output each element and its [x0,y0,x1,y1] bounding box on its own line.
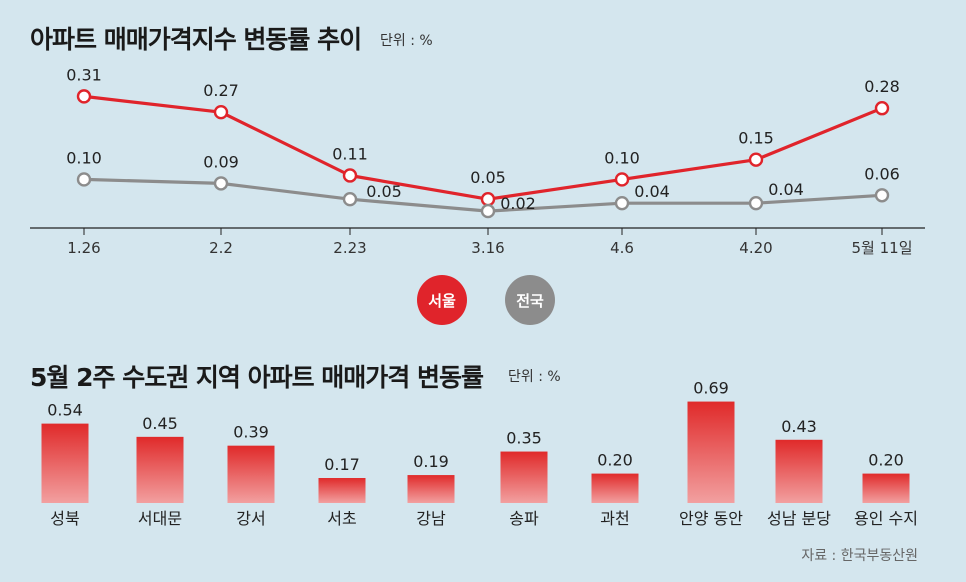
legend-seoul-marker [417,275,467,325]
bar-category-label: 서초 [327,509,356,528]
bar-chart-unit: 단위 : % [508,369,561,385]
seoul-data-label: 0.31 [66,65,102,84]
national-data-label: 0.05 [366,182,402,201]
bar [318,478,366,503]
bar-category-label: 서대문 [138,509,182,528]
bar [591,473,639,503]
national-data-label: 0.02 [500,194,536,213]
bar [407,475,455,503]
seoul-point [76,89,92,104]
national-point [342,192,358,207]
seoul-point [213,104,229,120]
national-data-label: 0.04 [768,180,804,199]
bar-chart-title: 5월 2주 수도권 지역 아파트 매매가격 변동률 [30,363,484,392]
national-data-label: 0.06 [864,164,900,183]
line-chart-unit: 단위 : % [380,33,433,49]
national-point [614,195,630,211]
bar-value-label: 0.20 [597,451,633,470]
bar-category-label: 과천 [600,509,629,528]
bar [775,439,823,503]
national-data-label: 0.10 [66,148,102,167]
x-tick-label: 3.16 [471,239,504,257]
bar [500,451,548,503]
bar-value-label: 0.43 [781,417,817,436]
bar-value-label: 0.69 [693,379,729,398]
national-point [748,195,764,211]
national-point [480,203,496,219]
bar [227,445,275,503]
national-point [76,172,92,187]
seoul-point [874,101,890,116]
x-tick-label: 2.23 [333,239,366,257]
bar-value-label: 0.35 [506,429,542,448]
source-note: 자료 : 한국부동산원 [801,548,918,564]
national-data-label: 0.04 [634,182,670,201]
seoul-data-label: 0.27 [203,81,239,100]
bar-value-label: 0.39 [233,423,269,442]
seoul-point [342,168,358,183]
bar-value-label: 0.20 [868,451,904,470]
x-tick-label: 5월 11일 [852,239,913,257]
seoul-point [480,192,496,207]
bar-category-label: 강서 [236,509,265,528]
bar-value-label: 0.45 [142,414,178,433]
bar-category-label: 성북 [50,509,79,528]
seoul-data-label: 0.28 [864,77,900,96]
x-tick-label: 1.26 [67,239,100,257]
bar-category-label: 성남 분당 [767,509,831,528]
x-tick-label: 2.2 [209,239,233,257]
seoul-data-label: 0.11 [332,144,368,163]
seoul-data-label: 0.15 [738,129,774,148]
bar-category-label: 안양 동안 [679,509,743,528]
legend-national-label: 전국 [516,292,544,310]
x-tick-label: 4.6 [610,239,634,257]
bar-category-label: 송파 [509,509,539,528]
seoul-data-label: 0.10 [604,148,640,167]
national-point [874,188,890,203]
bar-category-label: 용인 수지 [854,509,918,528]
legend-seoul-label: 서울 [428,292,456,310]
bar-category-label: 강남 [416,509,446,528]
seoul-point [748,152,764,167]
legend-national-marker [505,275,555,325]
seoul-data-label: 0.05 [470,168,506,187]
bar-value-label: 0.54 [47,401,83,420]
bar [41,423,89,503]
bar-value-label: 0.19 [413,452,449,471]
bar [687,401,735,503]
seoul-point [614,172,630,187]
national-point [213,176,229,191]
line-chart-title: 아파트 매매가격지수 변동률 추이 [30,25,362,54]
bar [862,473,910,503]
x-tick-label: 4.20 [739,239,772,257]
bar [136,436,184,503]
bar-value-label: 0.17 [324,455,360,474]
national-data-label: 0.09 [203,152,239,171]
